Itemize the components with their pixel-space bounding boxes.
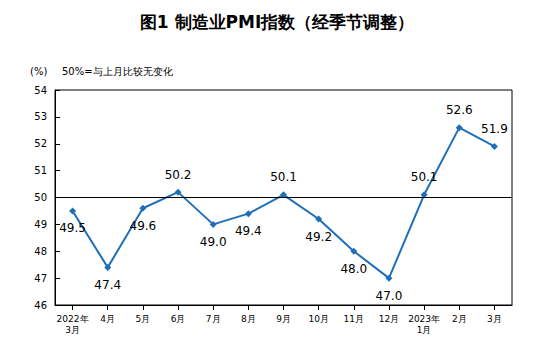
svg-text:11月: 11月 bbox=[344, 314, 364, 324]
svg-text:49.6: 49.6 bbox=[130, 219, 157, 233]
svg-text:2022年: 2022年 bbox=[57, 314, 89, 324]
svg-text:52: 52 bbox=[34, 138, 47, 149]
svg-text:12月: 12月 bbox=[379, 314, 399, 324]
svg-text:53: 53 bbox=[34, 111, 47, 122]
svg-text:3月: 3月 bbox=[65, 325, 80, 335]
svg-text:3月: 3月 bbox=[487, 314, 502, 324]
svg-text:49: 49 bbox=[34, 219, 47, 230]
svg-text:54: 54 bbox=[34, 85, 47, 96]
svg-text:51: 51 bbox=[34, 165, 47, 176]
svg-text:49.4: 49.4 bbox=[235, 224, 262, 238]
svg-text:47.4: 47.4 bbox=[94, 278, 121, 292]
svg-text:2023年: 2023年 bbox=[408, 314, 440, 324]
svg-text:5月: 5月 bbox=[136, 314, 151, 324]
svg-text:图1 制造业PMI指数（经季节调整）: 图1 制造业PMI指数（经季节调整） bbox=[140, 12, 414, 32]
svg-text:49.2: 49.2 bbox=[305, 230, 332, 244]
svg-text:50: 50 bbox=[34, 192, 47, 203]
svg-text:48: 48 bbox=[34, 246, 47, 257]
svg-text:1月: 1月 bbox=[417, 325, 432, 335]
svg-text:47.0: 47.0 bbox=[376, 289, 403, 303]
svg-text:52.6: 52.6 bbox=[446, 103, 473, 117]
svg-text:8月: 8月 bbox=[241, 314, 256, 324]
svg-text:(%): (%) bbox=[30, 66, 47, 77]
svg-text:10月: 10月 bbox=[308, 314, 328, 324]
svg-text:50.2: 50.2 bbox=[165, 168, 192, 182]
svg-text:47: 47 bbox=[34, 273, 47, 284]
svg-text:4月: 4月 bbox=[100, 314, 115, 324]
svg-text:9月: 9月 bbox=[276, 314, 291, 324]
svg-text:6月: 6月 bbox=[171, 314, 186, 324]
svg-text:51.9: 51.9 bbox=[481, 122, 508, 136]
svg-text:2月: 2月 bbox=[452, 314, 467, 324]
svg-text:50.1: 50.1 bbox=[270, 170, 297, 184]
svg-text:7月: 7月 bbox=[206, 314, 221, 324]
svg-text:48.0: 48.0 bbox=[340, 262, 367, 276]
svg-text:49.0: 49.0 bbox=[200, 235, 227, 249]
svg-text:49.5: 49.5 bbox=[59, 221, 86, 235]
svg-text:50%=与上月比较无变化: 50%=与上月比较无变化 bbox=[62, 66, 173, 77]
svg-text:50.1: 50.1 bbox=[411, 170, 438, 184]
svg-text:46: 46 bbox=[34, 300, 47, 311]
